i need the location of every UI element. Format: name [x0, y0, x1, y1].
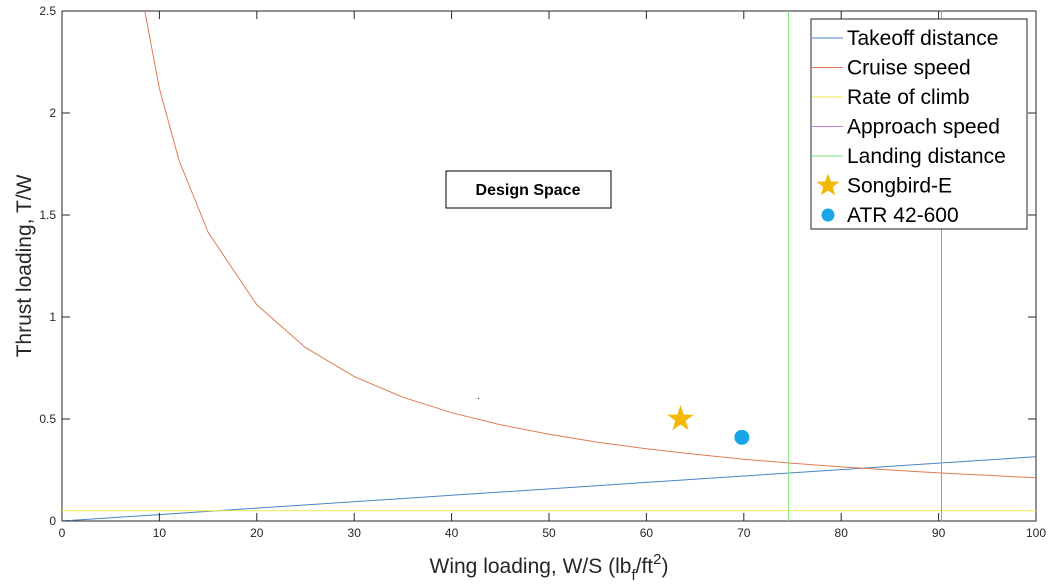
series-cruise-speed-line — [144, 10, 1037, 479]
legend-atr-42-600-label: ATR 42-600 — [847, 204, 959, 227]
x-axis-label-mid: /ft — [636, 555, 654, 578]
y-tick-label: 1.5 — [39, 208, 56, 222]
x-tick-label: 60 — [640, 526, 654, 540]
design-space-box — [445, 170, 612, 209]
series-atr-42-600-marker — [734, 429, 750, 445]
legend-box — [810, 18, 1028, 230]
legend-songbird-e-label: Songbird-E — [847, 175, 952, 198]
legend-approach-speed-label: Approach speed — [847, 116, 1000, 139]
x-tick-label: 90 — [932, 526, 946, 540]
x-tick-label: 50 — [542, 526, 556, 540]
y-tick-label: 1 — [49, 310, 56, 324]
y-tick-label: 2 — [49, 106, 56, 120]
y-tick-label: 0.5 — [39, 412, 56, 426]
legend-takeoff-distance-label: Takeoff distance — [847, 27, 998, 50]
ticks-layer: 0 10 20 30 40 50 60 70 80 90 100 0 0.5 1 1.5 2 2.5 — [39, 4, 1046, 540]
x-tick-label: 100 — [1026, 526, 1046, 540]
x-axis-label-main: Wing loading, W/S (lb — [430, 555, 632, 578]
x-tick-label: 40 — [445, 526, 459, 540]
x-axis-label-sub: f — [631, 567, 636, 584]
y-axis-label: Thrust loading, T/W — [13, 174, 36, 357]
x-tick-label: 10 — [153, 526, 167, 540]
x-tick-label: 70 — [737, 526, 751, 540]
series-layer — [61, 10, 1037, 522]
legend-items: Takeoff distance Cruise speed Rate of clim… — [812, 27, 1006, 227]
legend-songbird-e-swatch — [816, 173, 840, 196]
x-tick-label: 30 — [348, 526, 362, 540]
legend-cruise-speed-label: Cruise speed — [847, 57, 971, 80]
x-axis-label-sup: 2 — [653, 551, 661, 568]
legend: Takeoff distance Cruise speed Rate of clim… — [810, 18, 1028, 230]
series-takeoff-distance-line — [61, 456, 1037, 522]
x-tick-label: 80 — [835, 526, 849, 540]
series-songbird-e-marker — [667, 405, 694, 431]
x-axis-label-end: ) — [661, 555, 668, 578]
y-tick-label: 2.5 — [39, 4, 56, 18]
legend-atr-42-600-swatch — [821, 208, 835, 222]
x-tick-label: 20 — [250, 526, 264, 540]
annotation-dot: . — [477, 391, 480, 402]
design-space-annotation: Design Space — [445, 170, 612, 209]
x-axis-label: Wing loading, W/S (lbf/ft2) — [430, 551, 669, 584]
legend-landing-distance-label: Landing distance — [847, 145, 1006, 168]
legend-rate-of-climb-label: Rate of climb — [847, 86, 970, 109]
y-tick-label: 0 — [49, 514, 56, 528]
design-space-text: Design Space — [476, 182, 581, 199]
x-tick-label: 0 — [59, 526, 66, 540]
